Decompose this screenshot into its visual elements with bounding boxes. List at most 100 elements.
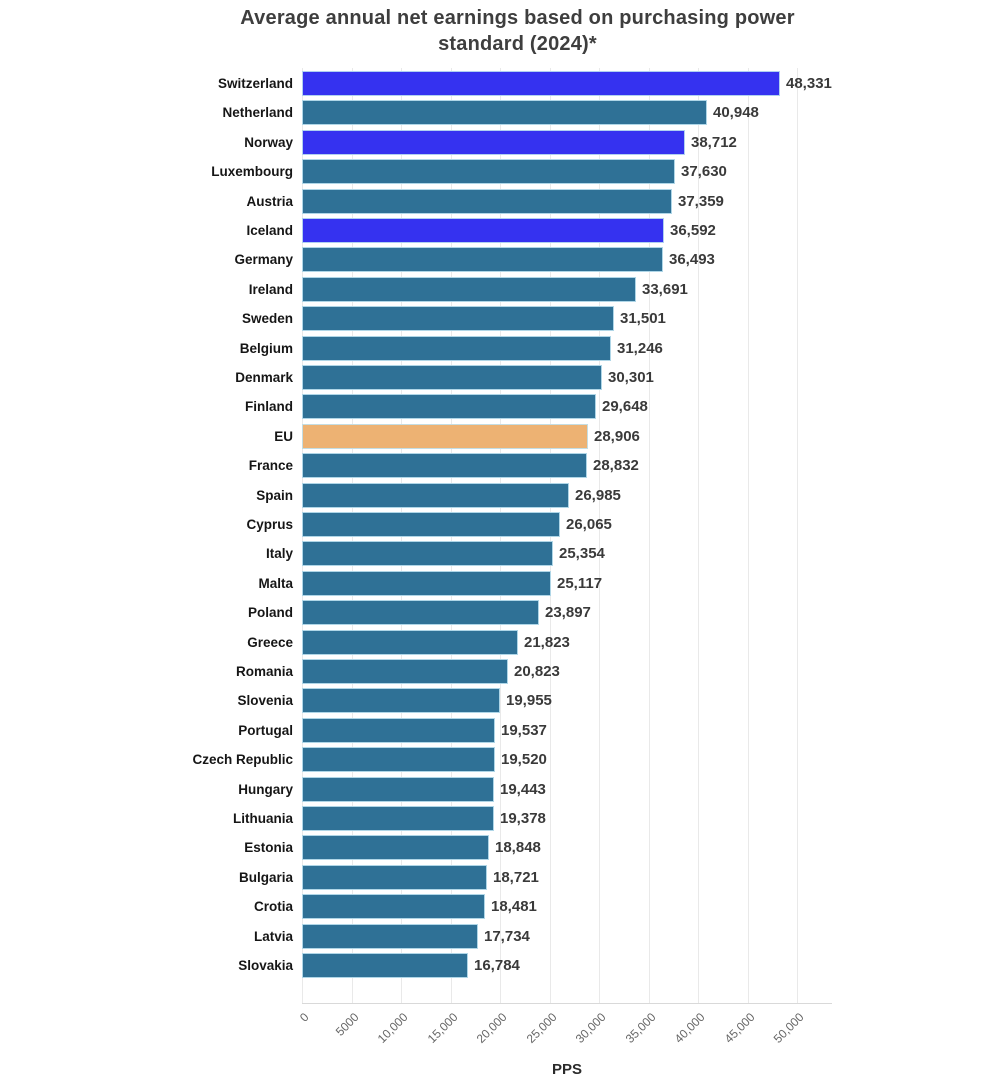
bar <box>302 423 588 449</box>
category-label: Belgium <box>239 340 293 356</box>
bar-row-iceland: Iceland 36,592 <box>246 218 832 243</box>
bar-row-austria: Austria 37,359 <box>246 188 832 214</box>
value-label: 20,823 <box>514 663 560 680</box>
category-label: Austria <box>246 193 293 209</box>
bar <box>302 835 489 861</box>
bar <box>302 570 551 596</box>
x-tick-label: 30,000 <box>573 1010 609 1046</box>
value-label: 48,331 <box>786 75 832 92</box>
value-label: 17,734 <box>484 927 530 945</box>
category-label: EU <box>274 428 293 444</box>
value-label: 38,712 <box>691 133 737 151</box>
bar-row-lithuania: Lithuania 19,378 <box>233 806 832 831</box>
bar <box>302 806 494 831</box>
bar-row-ireland: Ireland 33,691 <box>249 276 832 302</box>
x-tick-label: 10,000 <box>375 1010 411 1046</box>
value-label: 25,117 <box>557 574 603 592</box>
value-label: 31,501 <box>620 310 666 328</box>
gridline-50,000 <box>797 68 798 1003</box>
value-label: 26,065 <box>566 516 612 533</box>
plot-area: Switzerland 48,331 Netherland 40,948 Norway 3… <box>192 68 832 1078</box>
value-label: 37,359 <box>678 192 724 210</box>
x-tick-label: 5000 <box>332 1010 362 1039</box>
value-label: 19,537 <box>501 721 547 739</box>
bar <box>302 188 672 214</box>
chart-title-line1: Average annual net earnings based on pur… <box>240 7 795 29</box>
value-label: 18,481 <box>491 898 537 916</box>
bar <box>302 776 494 802</box>
bar-row-romania: Romania 20,823 <box>236 659 832 684</box>
category-label: Poland <box>247 605 293 621</box>
value-label: 31,246 <box>617 339 663 357</box>
bar-row-czech-republic: Czech Republic 19,520 <box>192 747 832 773</box>
bar <box>302 717 495 743</box>
bar-row-eu: EU 28,906 <box>274 423 832 449</box>
value-label: 23,897 <box>545 604 591 622</box>
category-label: Spain <box>256 487 293 503</box>
category-label: France <box>248 458 293 474</box>
bar <box>302 541 553 567</box>
value-label: 18,848 <box>495 839 541 857</box>
category-label: Romania <box>235 664 293 679</box>
value-label: 30,301 <box>608 369 654 386</box>
value-label: 19,955 <box>506 692 552 710</box>
category-label: Luxembourg <box>211 164 293 180</box>
bar <box>302 747 495 773</box>
category-label: Bulgaria <box>238 869 293 885</box>
bar <box>302 100 707 126</box>
bar-row-slovenia: Slovenia 19,955 <box>237 688 832 714</box>
value-label: 37,630 <box>681 163 727 181</box>
chart-title-line2: standard (2024)* <box>438 33 597 55</box>
value-label: 16,784 <box>474 957 520 974</box>
bar-row-germany: Germany 36,493 <box>234 247 832 273</box>
category-label: Hungary <box>238 781 293 797</box>
bar-row-netherland: Netherland 40,948 <box>222 100 832 126</box>
bar <box>302 129 685 155</box>
value-label: 25,354 <box>559 545 605 563</box>
bar <box>302 600 539 626</box>
bar-row-bulgaria: Bulgaria 18,721 <box>239 864 832 890</box>
chart-title: Average annual net earnings based on pur… <box>30 5 1005 57</box>
bar-row-latvia: Latvia 17,734 <box>254 923 832 949</box>
category-label: Portugal <box>238 722 293 738</box>
bar-row-france: France 28,832 <box>249 453 832 479</box>
bar <box>302 482 569 508</box>
category-label: Sweden <box>241 311 293 327</box>
bar <box>302 394 596 420</box>
gridline-35,000 <box>648 68 650 1003</box>
bar <box>302 629 518 655</box>
bar-row-luxembourg: Luxembourg 37,630 <box>211 159 832 185</box>
category-label: Estonia <box>244 840 293 856</box>
bar-row-crotia: Crotia 18,481 <box>254 894 832 920</box>
value-label: 33,691 <box>642 280 688 298</box>
x-tick-label: 15,000 <box>424 1010 461 1046</box>
bar <box>302 453 587 479</box>
bar-row-switzerland: Switzerland 48,331 <box>218 71 832 96</box>
value-label: 36,592 <box>670 222 716 239</box>
bar <box>302 159 675 185</box>
category-label: Italy <box>265 546 293 562</box>
bar <box>302 923 478 949</box>
bar-row-estonia: Estonia 18,848 <box>244 835 832 861</box>
bar <box>302 218 664 243</box>
category-label: Netherland <box>222 105 293 121</box>
bar-row-finland: Finland 29,648 <box>245 394 832 420</box>
value-label: 28,832 <box>593 457 639 475</box>
bar-row-belgium: Belgium 31,246 <box>240 335 832 361</box>
bar-row-hungary: Hungary 19,443 <box>238 776 832 802</box>
category-label: Slovakia <box>238 958 293 973</box>
bar-row-spain: Spain 26,985 <box>256 482 832 508</box>
bar-row-greece: Greece 21,823 <box>247 629 832 655</box>
x-tick-label: 25,000 <box>523 1010 560 1046</box>
value-label: 36,493 <box>669 251 715 269</box>
gridline-45,000 <box>747 68 749 1003</box>
x-tick-label: 0 <box>297 1010 312 1025</box>
category-label: Switzerland <box>217 76 293 91</box>
value-label: 19,378 <box>500 810 546 827</box>
bar <box>302 688 500 714</box>
value-label: 29,648 <box>602 398 648 416</box>
x-axis-title: PPS <box>551 1061 583 1078</box>
bar-row-norway: Norway 38,712 <box>244 129 832 155</box>
value-label: 18,721 <box>493 868 539 886</box>
